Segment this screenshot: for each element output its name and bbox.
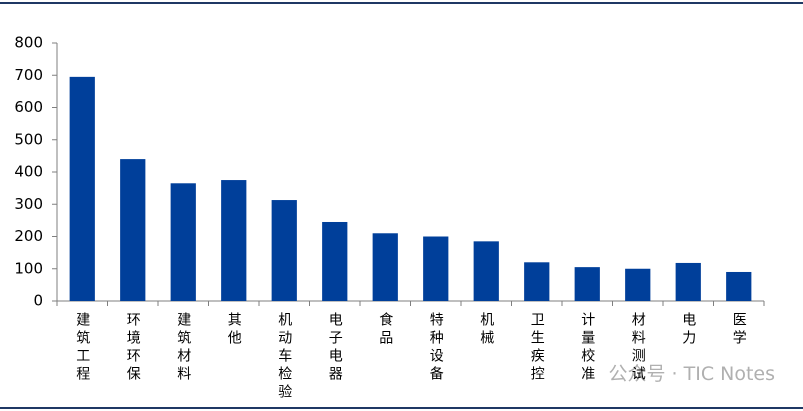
x-tick-label: 食品 [377,311,393,348]
bar [120,159,146,301]
x-tick-label: 其他 [226,312,242,348]
x-tick-label: 计量校准 [579,312,595,384]
y-tick-label: 700 [14,66,43,84]
y-tick-label: 500 [14,130,43,148]
x-tick-label: 电力 [680,312,696,348]
x-tick-label: 建筑材料 [175,312,191,384]
bar [574,267,600,301]
x-tick-label: 医学 [731,312,747,348]
bar [69,76,95,301]
x-tick-label: 建筑工程 [74,312,90,384]
y-tick-label: 800 [14,34,43,52]
bar [524,262,550,301]
bar [372,233,398,301]
y-tick-label: 200 [14,227,43,245]
bar [726,271,752,301]
y-tick-label: 100 [14,259,43,277]
x-tick-label: 材料测试 [630,312,646,384]
bar [271,200,297,301]
bar [322,221,348,301]
x-tick-label: 特种设备 [428,312,444,384]
x-tick-label: 环境环保 [125,312,141,384]
x-tick-label: 机械 [478,312,494,348]
x-tick-label: 机动车检验 [276,312,292,402]
bar [221,180,247,301]
y-tick-label: 0 [33,292,43,310]
bar [675,262,701,301]
bar [170,183,196,301]
y-tick-label: 300 [14,195,43,213]
y-tick-label: 600 [14,98,43,116]
bar [625,268,651,301]
y-tick-label: 400 [14,163,43,181]
bar [473,241,499,301]
watermark: 公众号 · TIC Notes [608,363,775,385]
bar [423,236,449,301]
x-tick-label: 电子电器 [327,312,343,384]
x-tick-label: 卫生疾控 [529,312,545,384]
